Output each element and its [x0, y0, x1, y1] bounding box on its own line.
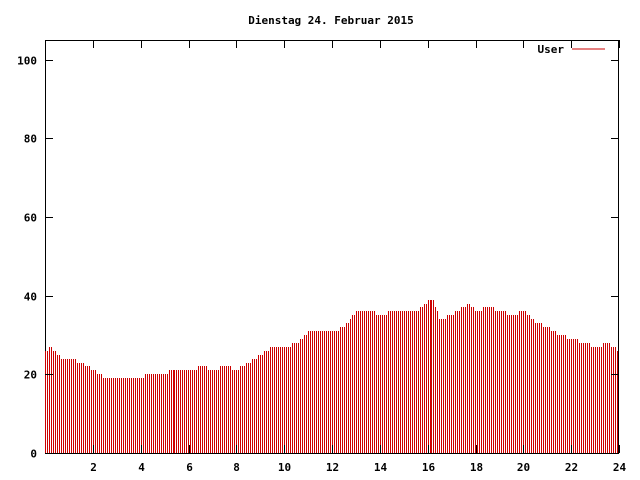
y-tick-label: 80: [24, 133, 37, 146]
x-tick-label: 18: [470, 461, 483, 474]
x-tick-label: 24: [613, 461, 627, 474]
x-tick-label: 14: [374, 461, 388, 474]
y-tick-label: 60: [24, 212, 37, 225]
y-tick-label: 100: [17, 55, 37, 68]
chart-title: Dienstag 24. Februar 2015: [248, 14, 414, 27]
y-tick-label: 20: [24, 369, 37, 382]
legend-label-user: User: [538, 43, 565, 56]
x-tick-label: 20: [517, 461, 530, 474]
x-tick-label: 22: [565, 461, 578, 474]
x-tick-label: 6: [186, 461, 193, 474]
y-tick-label: 40: [24, 291, 37, 304]
legend: User: [538, 43, 605, 56]
x-tick-label: 8: [233, 461, 240, 474]
x-tick-label: 16: [422, 461, 436, 474]
x-tick-label: 2: [90, 461, 97, 474]
x-tick-label: 4: [138, 461, 145, 474]
y-tick-label: 0: [30, 448, 37, 461]
x-tick-label: 12: [326, 461, 339, 474]
bar-series-user: [45, 300, 618, 453]
x-tick-label: 10: [278, 461, 291, 474]
